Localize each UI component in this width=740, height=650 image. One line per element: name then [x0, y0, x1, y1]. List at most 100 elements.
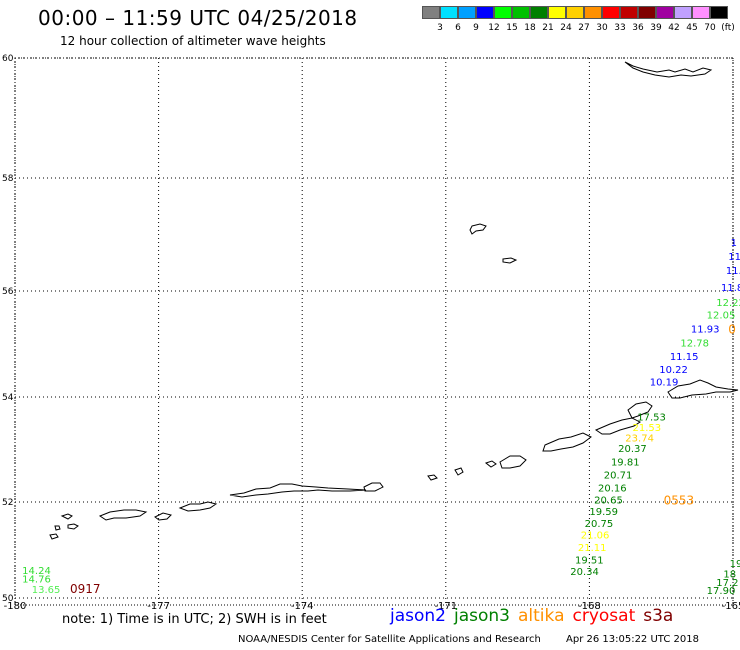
pass-time-label: 0917 [70, 582, 101, 596]
color-swatch [710, 6, 728, 19]
color-scale-label: 9 [473, 23, 479, 33]
graticule [14, 57, 734, 606]
color-swatch [602, 6, 620, 19]
color-scale-label: 33 [614, 23, 626, 33]
wave-height-label: 17.2 [716, 578, 738, 589]
lat-tick-label: 56 [2, 287, 14, 297]
lat-tick-label: 52 [2, 498, 13, 508]
lon-tick-label: -171 [434, 601, 457, 612]
wave-height-label: 21.53 [632, 423, 661, 434]
island-outline [229, 483, 367, 498]
island-outline [594, 417, 641, 435]
lat-tick-label: 58 [2, 174, 14, 184]
wave-height-label: 17.53 [637, 413, 666, 424]
wave-height-label: 20.65 [594, 495, 623, 506]
wave-height-label: 11. [728, 252, 740, 263]
wave-height-label: 21.11 [578, 543, 607, 554]
generated-timestamp: Apr 26 13:05:22 UTC 2018 [566, 634, 699, 645]
island-outline [49, 533, 59, 540]
color-scale-label: 70 [704, 23, 716, 33]
wave-height-label: 11.4 [726, 266, 740, 277]
island-outline [454, 467, 464, 476]
island-outline [484, 460, 497, 468]
color-scale-label: 39 [650, 23, 662, 33]
wave-height-label: 20.75 [585, 519, 614, 530]
wave-height-label: 19.59 [589, 507, 618, 518]
lon-tick-label: -180 [4, 601, 27, 612]
color-swatch [494, 6, 512, 19]
wave-height-label: 1 [731, 238, 737, 249]
island-outline [542, 432, 592, 452]
color-swatch [566, 6, 584, 19]
wave-height-label: 20.16 [598, 484, 627, 495]
legend-entry-cryosat: cryosat [572, 606, 636, 626]
wave-height-label: 14.76 [22, 575, 51, 586]
latitude-labels: 50 52 54 56 58 60 [2, 54, 14, 604]
wave-height-label: 18 [723, 569, 736, 580]
color-scale-label: 12 [488, 23, 500, 33]
color-swatch [620, 6, 638, 19]
color-swatch [656, 6, 674, 19]
color-scale-label: 3 [437, 23, 443, 33]
island-outline [499, 455, 527, 469]
color-scale-label: 45 [686, 23, 698, 33]
color-scale-label: 42 [668, 23, 680, 33]
pass-times: 0917 0553 0 [70, 322, 736, 596]
longitude-labels: -180 -177 -174 -171 -168 -165 [4, 601, 740, 612]
color-swatch [584, 6, 602, 19]
color-swatch [638, 6, 656, 19]
wave-height-label: 10.19 [650, 377, 679, 388]
coastline [49, 61, 739, 540]
island-outline [469, 223, 487, 235]
lon-tick-label: -168 [578, 601, 601, 612]
wave-height-label: 12.22 [716, 298, 740, 309]
legend-entry-altika: altika [518, 606, 565, 626]
wave-height-label: 20.37 [618, 444, 647, 455]
wave-height-label: 23.74 [625, 434, 654, 445]
wave-height-label: 19 [730, 559, 740, 570]
color-scale-label: 27 [578, 23, 590, 33]
color-scale-label: 24 [560, 23, 572, 33]
wave-height-label: 11.15 [670, 352, 699, 363]
wave-height-label: 11.93 [691, 324, 720, 335]
island-outline [154, 512, 172, 521]
wave-height-label: 12.78 [680, 339, 709, 350]
color-swatch [512, 6, 530, 19]
units-note: note: 1) Time is in UTC; 2) SWH is in fe… [62, 612, 327, 627]
legend-entry-jason3: jason3 [454, 606, 510, 626]
island-outline [98, 509, 148, 521]
island-outline [60, 513, 73, 520]
color-scale-label: 18 [524, 23, 536, 33]
wave-height-label: 21.06 [581, 530, 610, 541]
wave-height-label: 20.71 [604, 470, 633, 481]
credit-line: NOAA/NESDIS Center for Satellite Applica… [238, 634, 541, 645]
lat-tick-label: 50 [2, 594, 14, 604]
legend-entry-jason2: jason2 [390, 606, 446, 626]
color-swatch [476, 6, 494, 19]
map-frame [14, 57, 734, 606]
color-swatch [422, 6, 440, 19]
color-scale-label: 6 [455, 23, 461, 33]
map-subtitle: 12 hour collection of altimeter wave hei… [60, 34, 326, 48]
island-outline [178, 501, 218, 512]
color-swatch [458, 6, 476, 19]
color-swatch [674, 6, 692, 19]
wave-height-label: 12.05 [707, 311, 736, 322]
wave-height-label: 19.81 [611, 457, 640, 468]
color-scale-label: 15 [506, 23, 518, 33]
island-outline [54, 525, 61, 531]
lon-tick-label: -165 [722, 601, 740, 612]
wave-height-label: 10.22 [659, 365, 688, 376]
island-outline [67, 523, 79, 530]
color-scale-label: 30 [596, 23, 608, 33]
color-swatch [548, 6, 566, 19]
island-outline [502, 257, 518, 264]
wave-height-label: 19.51 [575, 555, 604, 566]
wave-height-label: 17.90 [707, 586, 736, 597]
map-title: 00:00 – 11:59 UTC 04/25/2018 [38, 6, 358, 30]
color-scale-unit: (ft) [721, 23, 735, 33]
lon-tick-label: -174 [291, 601, 314, 612]
lat-tick-label: 54 [2, 393, 14, 403]
wave-height-label: 13.65 [32, 585, 61, 596]
